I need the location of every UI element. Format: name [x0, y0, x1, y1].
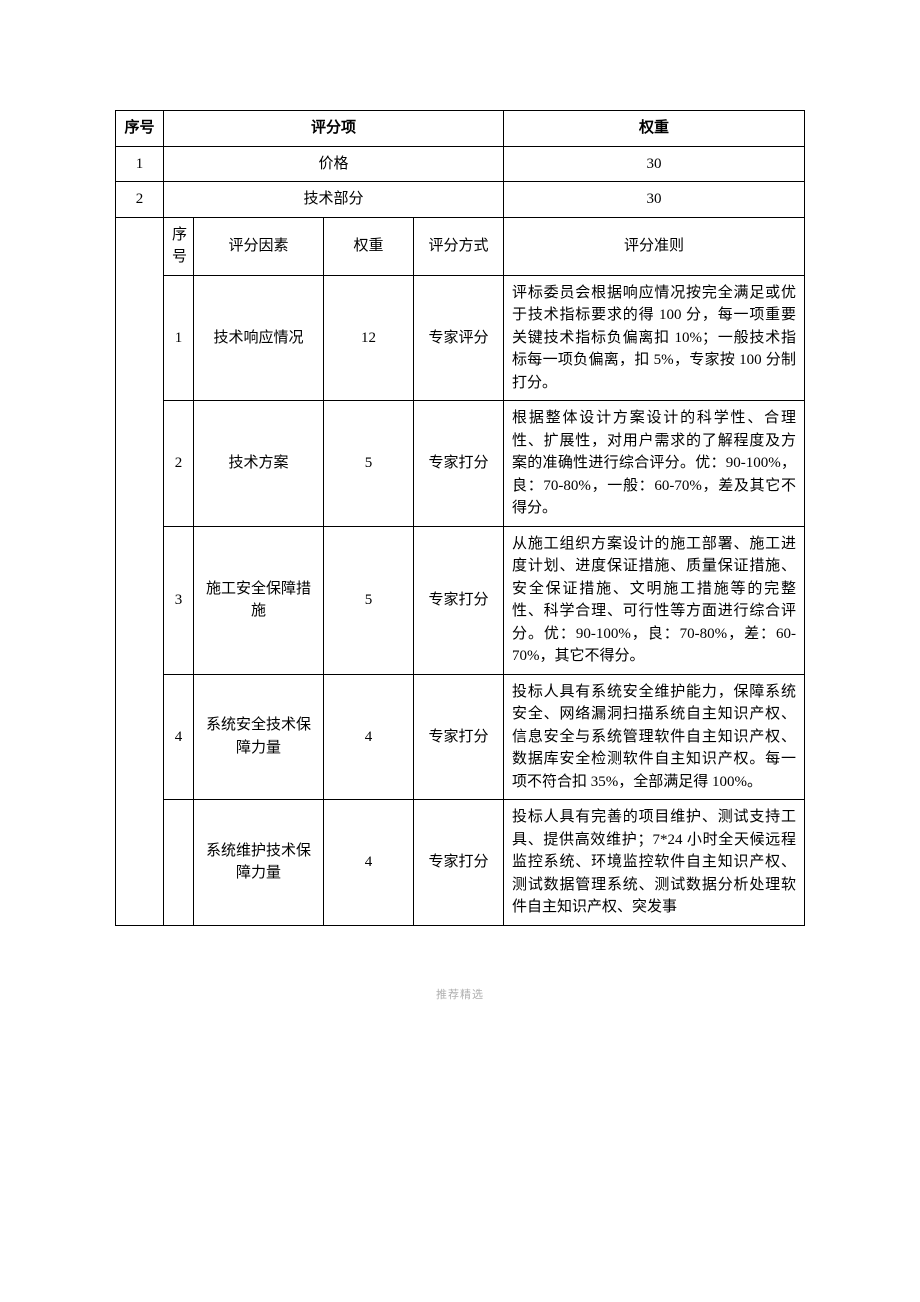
sub-seq: 1 [164, 275, 194, 401]
sub-weight: 5 [324, 401, 414, 527]
row-weight: 30 [504, 182, 805, 218]
sub-header-seq: 序号 [164, 217, 194, 275]
row-seq: 2 [116, 182, 164, 218]
empty-span-cell [116, 217, 164, 925]
sub-row: 1 技术响应情况 12 专家评分 评标委员会根据响应情况按完全满足或优于技术指标… [116, 275, 805, 401]
sub-seq: 3 [164, 526, 194, 674]
sub-rule: 投标人具有完善的项目维护、测试支持工具、提供高效维护；7*24 小时全天候远程监… [504, 800, 805, 926]
sub-method: 专家打分 [414, 674, 504, 800]
sub-seq [164, 800, 194, 926]
sub-factor: 系统安全技术保障力量 [194, 674, 324, 800]
table-row: 1 价格 30 [116, 146, 805, 182]
sub-factor: 系统维护技术保障力量 [194, 800, 324, 926]
header-seq: 序号 [116, 111, 164, 147]
sub-factor: 技术方案 [194, 401, 324, 527]
sub-row: 3 施工安全保障措施 5 专家打分 从施工组织方案设计的施工部署、施工进度计划、… [116, 526, 805, 674]
sub-header-method: 评分方式 [414, 217, 504, 275]
sub-row: 2 技术方案 5 专家打分 根据整体设计方案设计的科学性、合理性、扩展性，对用户… [116, 401, 805, 527]
sub-rule: 评标委员会根据响应情况按完全满足或优于技术指标要求的得 100 分，每一项重要关… [504, 275, 805, 401]
sub-factor: 施工安全保障措施 [194, 526, 324, 674]
sub-method: 专家打分 [414, 800, 504, 926]
scoring-table: 序号 评分项 权重 1 价格 30 2 技术部分 30 序号 评分因素 权重 评… [115, 110, 805, 926]
sub-row: 4 系统安全技术保障力量 4 专家打分 投标人具有系统安全维护能力，保障系统安全… [116, 674, 805, 800]
sub-header-factor: 评分因素 [194, 217, 324, 275]
sub-seq: 2 [164, 401, 194, 527]
sub-weight: 5 [324, 526, 414, 674]
page-footer: 推荐精选 [115, 986, 805, 1002]
sub-rule: 从施工组织方案设计的施工部署、施工进度计划、进度保证措施、质量保证措施、安全保证… [504, 526, 805, 674]
sub-method: 专家评分 [414, 275, 504, 401]
sub-header-rule: 评分准则 [504, 217, 805, 275]
row-seq: 1 [116, 146, 164, 182]
header-row: 序号 评分项 权重 [116, 111, 805, 147]
sub-weight: 4 [324, 800, 414, 926]
sub-header-row: 序号 评分因素 权重 评分方式 评分准则 [116, 217, 805, 275]
header-item: 评分项 [164, 111, 504, 147]
sub-rule: 根据整体设计方案设计的科学性、合理性、扩展性，对用户需求的了解程度及方案的准确性… [504, 401, 805, 527]
table-row: 2 技术部分 30 [116, 182, 805, 218]
sub-rule: 投标人具有系统安全维护能力，保障系统安全、网络漏洞扫描系统自主知识产权、信息安全… [504, 674, 805, 800]
sub-header-weight: 权重 [324, 217, 414, 275]
sub-row: 系统维护技术保障力量 4 专家打分 投标人具有完善的项目维护、测试支持工具、提供… [116, 800, 805, 926]
header-weight: 权重 [504, 111, 805, 147]
row-weight: 30 [504, 146, 805, 182]
sub-method: 专家打分 [414, 401, 504, 527]
sub-weight: 4 [324, 674, 414, 800]
sub-factor: 技术响应情况 [194, 275, 324, 401]
row-item: 价格 [164, 146, 504, 182]
sub-method: 专家打分 [414, 526, 504, 674]
sub-weight: 12 [324, 275, 414, 401]
row-item: 技术部分 [164, 182, 504, 218]
sub-seq: 4 [164, 674, 194, 800]
